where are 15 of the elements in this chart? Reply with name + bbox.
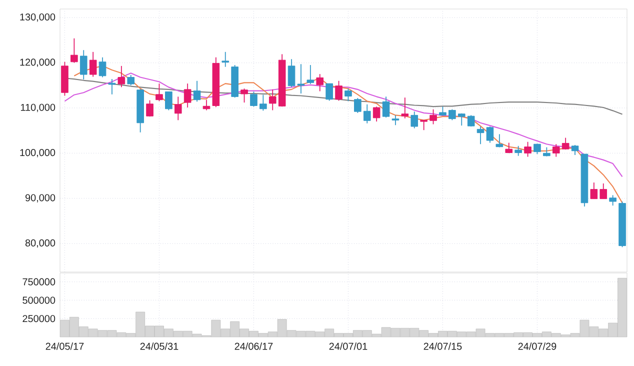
- x-tick-label: 24/07/29: [518, 342, 556, 350]
- y-tick-label: 750000: [22, 278, 56, 286]
- x-tick-label: 24/05/17: [46, 342, 84, 350]
- y-tick-label: 250000: [22, 315, 56, 322]
- x-tick-label: 24/07/01: [329, 342, 368, 350]
- y-tick-label: 100,000: [20, 149, 56, 158]
- y-tick-label: 130,000: [20, 13, 56, 22]
- x-tick-label: 24/06/17: [234, 342, 273, 350]
- y-tick-label: 500000: [22, 296, 56, 304]
- y-tick-label: 90,000: [25, 194, 56, 202]
- y-tick-label: 120,000: [20, 58, 56, 67]
- y-tick-label: 110,000: [20, 104, 56, 112]
- y-tick-label: 80,000: [25, 239, 56, 248]
- x-tick-label: 24/07/15: [424, 342, 462, 350]
- x-tick-label: 24/05/31: [140, 342, 178, 350]
